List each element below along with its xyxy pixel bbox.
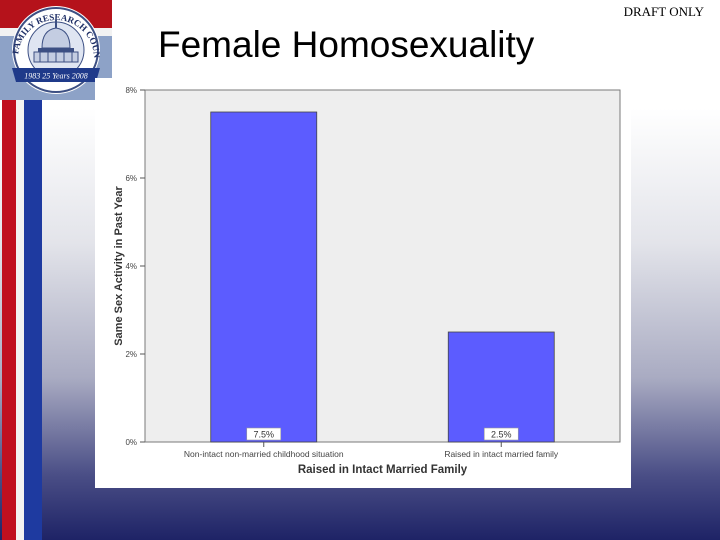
bar (447, 331, 555, 443)
data-label: 7.5% (253, 430, 274, 440)
x-tick-label: Non-intact non-married childhood situati… (184, 449, 344, 459)
bar-chart: 0% 2% 4% 6% 8% 7.5% Non-intact non-married chi… (113, 86, 621, 476)
draft-label: DRAFT ONLY (623, 4, 704, 19)
white-stripe (16, 0, 24, 540)
data-label-box (483, 427, 519, 441)
data-label: 2.5% (491, 430, 512, 440)
family-research-council-logo: FAMILY RESEARCH COUNCIL 1983 25 Years 20… (0, 0, 112, 100)
y-axis-title: Same Sex Activity in Past Year (113, 185, 125, 345)
page-title: Female Homosexuality (158, 24, 535, 65)
y-tick-label: 4% (125, 262, 137, 271)
red-stripe (2, 0, 16, 540)
y-tick-label: 6% (125, 174, 137, 183)
y-tick-label: 2% (125, 350, 137, 359)
chart-panel: 0% 2% 4% 6% 8% 7.5% Non-intact non-married chi… (95, 78, 631, 488)
blue-stripe (24, 0, 42, 540)
y-tick-label: 8% (125, 86, 137, 95)
x-axis-title: Raised in Intact Married Family (298, 464, 468, 476)
x-tick-label: Raised in intact married family (444, 449, 559, 459)
bar (210, 111, 318, 443)
y-tick-label: 0% (125, 438, 137, 447)
data-label-box (246, 427, 282, 441)
logo-banner-text: 1983 25 Years 2008 (24, 72, 88, 81)
